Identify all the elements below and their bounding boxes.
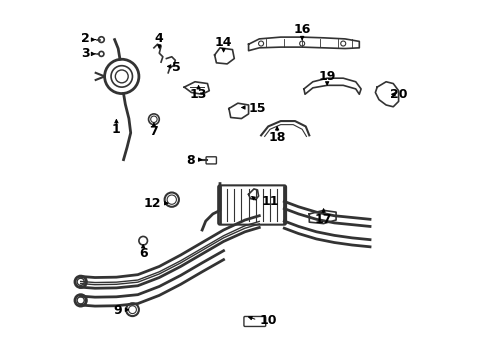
Text: 4: 4: [155, 32, 164, 45]
FancyBboxPatch shape: [244, 316, 266, 327]
Text: 3: 3: [81, 47, 90, 60]
Text: 19: 19: [318, 70, 336, 83]
Text: 17: 17: [315, 213, 332, 226]
Text: 15: 15: [248, 102, 266, 115]
Text: 11: 11: [261, 195, 279, 208]
Text: 13: 13: [190, 88, 207, 101]
Text: 18: 18: [269, 131, 286, 144]
Text: 9: 9: [113, 304, 122, 317]
FancyBboxPatch shape: [218, 185, 286, 225]
Text: 14: 14: [215, 36, 232, 49]
Text: 20: 20: [390, 88, 407, 101]
Text: 10: 10: [259, 314, 277, 327]
Text: 8: 8: [186, 154, 195, 167]
FancyBboxPatch shape: [206, 157, 217, 164]
Text: 6: 6: [139, 247, 147, 260]
Text: 7: 7: [149, 125, 158, 138]
Text: 2: 2: [81, 32, 90, 45]
Text: 1: 1: [112, 123, 121, 136]
Text: 5: 5: [172, 61, 180, 74]
Text: 12: 12: [144, 197, 161, 210]
Text: 16: 16: [294, 23, 311, 36]
